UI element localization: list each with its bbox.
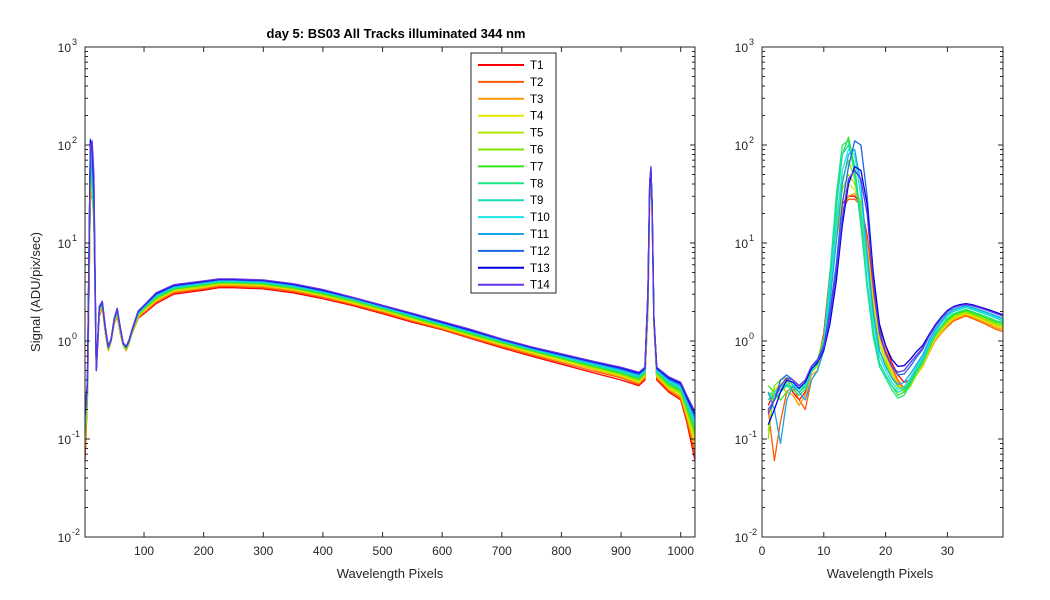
main-x-tick-label: 800 [551, 544, 571, 558]
main-y-tick-label: 10 [58, 531, 72, 545]
main-y-tick-exponent: -2 [72, 527, 80, 537]
zoom-y-tick-label: 10 [735, 139, 749, 153]
legend-label-t9: T9 [530, 195, 543, 207]
zoom-y-tick-label: 10 [735, 41, 749, 55]
main-x-tick-label: 500 [373, 544, 393, 558]
main-x-tick-label: 600 [432, 544, 452, 558]
zoom-y-tick-label: 10 [735, 433, 749, 447]
zoom-series-line-t2 [767, 198, 1004, 462]
main-series-line-t14 [84, 140, 696, 412]
legend-label-t3: T3 [530, 94, 543, 106]
main-y-tick-label: 10 [58, 335, 72, 349]
zoom-axes-box [761, 46, 1004, 538]
zoom-series-line-t13 [767, 166, 1004, 425]
zoom-series-line-t11 [767, 148, 1004, 445]
main-y-tick-label: 10 [58, 237, 72, 251]
main-y-tick-exponent: 0 [72, 331, 77, 341]
legend-label-t7: T7 [530, 161, 543, 173]
main-y-tick-label: 10 [58, 433, 72, 447]
main-series-group [84, 138, 696, 461]
legend-label-t12: T12 [530, 246, 550, 258]
legend-box [470, 52, 557, 294]
zoom-x-tick-label: 30 [941, 544, 955, 558]
chart-title: day 5: BS03 All Tracks illuminated 344 n… [267, 26, 526, 41]
legend-label-t11: T11 [530, 229, 549, 241]
main-y-tick-exponent: 3 [72, 37, 77, 47]
zoom-x-tick-label: 10 [817, 544, 831, 558]
zoom-y-tick-exponent: 2 [749, 135, 754, 145]
zoom-series-line-t14 [767, 169, 1004, 415]
legend-label-t8: T8 [530, 178, 543, 190]
zoom-y-tick-exponent: 1 [749, 233, 754, 243]
zoom-y-tick-exponent: 0 [749, 331, 754, 341]
main-y-tick-exponent: 2 [72, 135, 77, 145]
main-x-tick-label: 700 [492, 544, 512, 558]
legend-label-t4: T4 [530, 111, 544, 123]
zoom-y-tick-label: 10 [735, 335, 749, 349]
main-x-tick-label: 300 [253, 544, 273, 558]
zoom-y-tick-exponent: -2 [749, 527, 757, 537]
legend-label-t6: T6 [530, 145, 543, 157]
main-y-tick-label: 10 [58, 139, 72, 153]
legend-label-t1: T1 [530, 60, 543, 72]
main-x-tick-label: 200 [194, 544, 214, 558]
main-y-axis-label: Signal (ADU/pix/sec) [28, 232, 43, 352]
zoom-series-line-t10 [767, 148, 1004, 396]
zoom-series-line-t8 [767, 140, 1004, 401]
zoom-x-axis-label: Wavelength Pixels [827, 566, 934, 581]
zoom-x-tick-label: 0 [759, 544, 766, 558]
main-chart: day 5: BS03 All Tracks illuminated 344 n… [28, 26, 696, 581]
zoom-series-group [767, 136, 1004, 462]
legend-label-t5: T5 [530, 128, 543, 140]
main-y-tick-exponent: 1 [72, 233, 77, 243]
legend-label-t10: T10 [530, 212, 550, 224]
main-y-tick-label: 10 [58, 41, 72, 55]
main-x-tick-label: 900 [611, 544, 631, 558]
legend-label-t13: T13 [530, 263, 550, 275]
legend-label-t14: T14 [530, 280, 550, 292]
main-x-axis-label: Wavelength Pixels [337, 566, 444, 581]
main-axes-box [84, 46, 696, 538]
zoom-x-tick-label: 20 [879, 544, 893, 558]
zoom-plot-area [762, 47, 1003, 537]
zoom-y-tick-label: 10 [735, 531, 749, 545]
legend: T1 T2 T3 T4 T5 T6 T7 T8 T9 T10 T11 T12 T13 T14 [470, 52, 557, 294]
zoom-y-tick-exponent: 3 [749, 37, 754, 47]
main-x-tick-label: 400 [313, 544, 333, 558]
main-x-tick-label: 100 [134, 544, 154, 558]
legend-items: T1 T2 T3 T4 T5 T6 T7 T8 T9 T10 T11 T12 T13 T14 [478, 60, 550, 292]
main-y-tick-exponent: -1 [72, 429, 80, 439]
main-x-tick-label: 1000 [667, 544, 694, 558]
zoom-y-tick-exponent: -1 [749, 429, 757, 439]
zoom-y-tick-label: 10 [735, 237, 749, 251]
legend-label-t2: T2 [530, 77, 543, 89]
